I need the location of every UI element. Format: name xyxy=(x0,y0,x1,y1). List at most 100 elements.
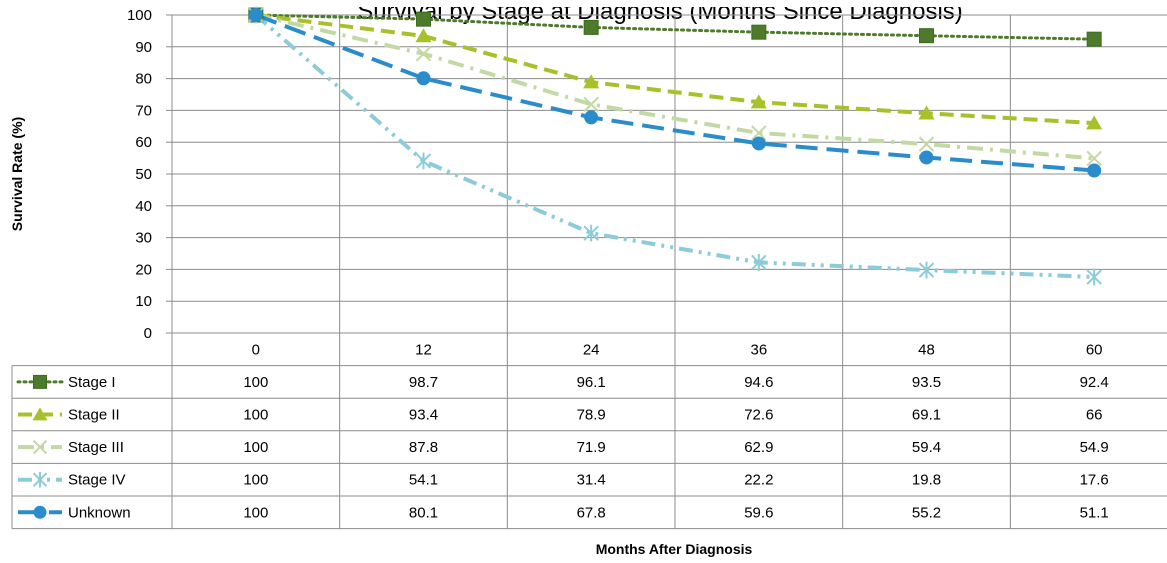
series-line xyxy=(255,13,1095,161)
data-point-circle xyxy=(584,110,599,125)
x-tick-label: 36 xyxy=(750,341,767,358)
data-label: 94.6 xyxy=(744,374,773,391)
data-label: 71.9 xyxy=(577,439,606,456)
data-point-x xyxy=(918,136,935,152)
data-label: 22.2 xyxy=(744,472,773,489)
legend-entry-label: Unknown xyxy=(68,504,131,521)
x-tick-label: 60 xyxy=(1086,341,1103,358)
x-tick-label: 12 xyxy=(415,341,432,358)
y-tick-label: 0 xyxy=(144,325,152,342)
data-label: 100 xyxy=(243,439,268,456)
legend-entry-label: Stage II xyxy=(68,407,120,424)
data-point-triangle xyxy=(415,28,432,43)
data-point-circle xyxy=(1087,163,1102,178)
gridlines xyxy=(166,14,1167,529)
data-point-triangle xyxy=(32,407,48,421)
data-point-star xyxy=(32,471,48,488)
data-label: 100 xyxy=(243,504,268,521)
y-tick-label: 70 xyxy=(135,102,152,119)
y-tick-label: 30 xyxy=(135,230,152,247)
y-tick-label: 50 xyxy=(135,166,152,183)
data-label: 72.6 xyxy=(744,407,773,424)
data-point-circle xyxy=(919,150,934,165)
data-label: 54.1 xyxy=(409,472,438,489)
data-label: 66 xyxy=(1086,407,1103,424)
legend-entry-label: Stage III xyxy=(68,439,124,456)
data-label: 100 xyxy=(243,407,268,424)
data-point-triangle xyxy=(750,94,767,109)
data-label: 69.1 xyxy=(912,407,941,424)
x-axis-title: Months After Diagnosis xyxy=(596,541,753,557)
data-point-square xyxy=(33,374,47,389)
x-tick-label: 24 xyxy=(583,341,600,358)
data-point-circle xyxy=(248,8,263,22)
data-point-circle xyxy=(416,71,431,86)
y-tick-label: 100 xyxy=(127,7,152,24)
data-point-circle xyxy=(751,136,766,151)
data-point-star xyxy=(1086,268,1102,286)
y-axis-title: Survival Rate (%) xyxy=(9,117,25,231)
series-line xyxy=(255,13,1095,126)
data-point-x-stroke xyxy=(583,96,599,113)
data-point-square xyxy=(919,28,934,44)
data-label: 59.4 xyxy=(912,439,941,456)
y-tick-label: 10 xyxy=(135,293,152,310)
data-table: 0 12 24 36 48 60 Stage I 100 98.7 96.1 94.6 93.5 92.… xyxy=(11,341,1167,530)
data-point-square xyxy=(583,19,599,35)
data-point-star xyxy=(751,254,767,271)
x-tick-label: 48 xyxy=(918,341,935,358)
y-tick-label: 60 xyxy=(135,134,152,151)
legend-entry-label: Stage I xyxy=(68,374,116,391)
data-label: 59.6 xyxy=(744,504,773,521)
data-label: 87.8 xyxy=(409,439,438,456)
data-point-circle xyxy=(33,505,47,519)
data-label: 67.8 xyxy=(577,504,606,521)
data-point-x xyxy=(751,125,767,141)
data-point-star xyxy=(583,224,599,242)
series-line xyxy=(254,13,1096,41)
data-label: 54.9 xyxy=(1080,439,1109,456)
y-tick-labels: 0 10 20 30 40 50 60 70 80 90 100 xyxy=(127,7,152,342)
data-point-triangle xyxy=(918,105,935,120)
legend-entry-label: Stage IV xyxy=(68,472,126,489)
y-tick-label: 80 xyxy=(135,71,152,88)
data-point-x xyxy=(32,439,48,455)
data-label: 55.2 xyxy=(912,504,941,521)
data-point-x-stroke xyxy=(32,439,48,455)
data-label: 100 xyxy=(243,472,268,489)
data-point-x-stroke xyxy=(415,46,432,62)
data-point-triangle xyxy=(583,74,600,89)
data-label: 92.4 xyxy=(1080,374,1109,391)
series-markers xyxy=(247,6,1103,286)
x-tick-label: 0 xyxy=(252,341,260,358)
data-label: 93.4 xyxy=(409,407,438,424)
data-label: 93.5 xyxy=(912,374,941,391)
data-label: 51.1 xyxy=(1080,504,1109,521)
data-point-x xyxy=(1086,150,1102,167)
title-clip xyxy=(0,0,1167,7)
series-lines xyxy=(254,13,1096,280)
data-point-star xyxy=(918,261,935,279)
data-label: 31.4 xyxy=(577,472,606,489)
data-label: 100 xyxy=(243,374,268,391)
data-point-triangle xyxy=(1086,115,1103,130)
data-point-square xyxy=(1086,31,1102,47)
data-label: 19.8 xyxy=(912,472,941,489)
data-label: 62.9 xyxy=(744,439,773,456)
data-label: 17.6 xyxy=(1080,472,1109,489)
series-line xyxy=(255,13,1095,173)
series-line xyxy=(254,13,1095,280)
data-label: 98.7 xyxy=(409,374,438,391)
data-point-x-stroke xyxy=(918,136,935,152)
data-label: 80.1 xyxy=(409,504,438,521)
data-label: 96.1 xyxy=(577,374,606,391)
data-point-star xyxy=(415,152,432,170)
y-tick-label: 40 xyxy=(135,198,152,215)
data-point-x-stroke xyxy=(1086,150,1102,167)
y-tick-label: 20 xyxy=(135,261,152,278)
y-tick-label: 90 xyxy=(135,39,152,56)
data-point-x-stroke xyxy=(751,125,767,141)
data-point-x xyxy=(415,46,432,62)
data-point-square xyxy=(751,24,767,40)
